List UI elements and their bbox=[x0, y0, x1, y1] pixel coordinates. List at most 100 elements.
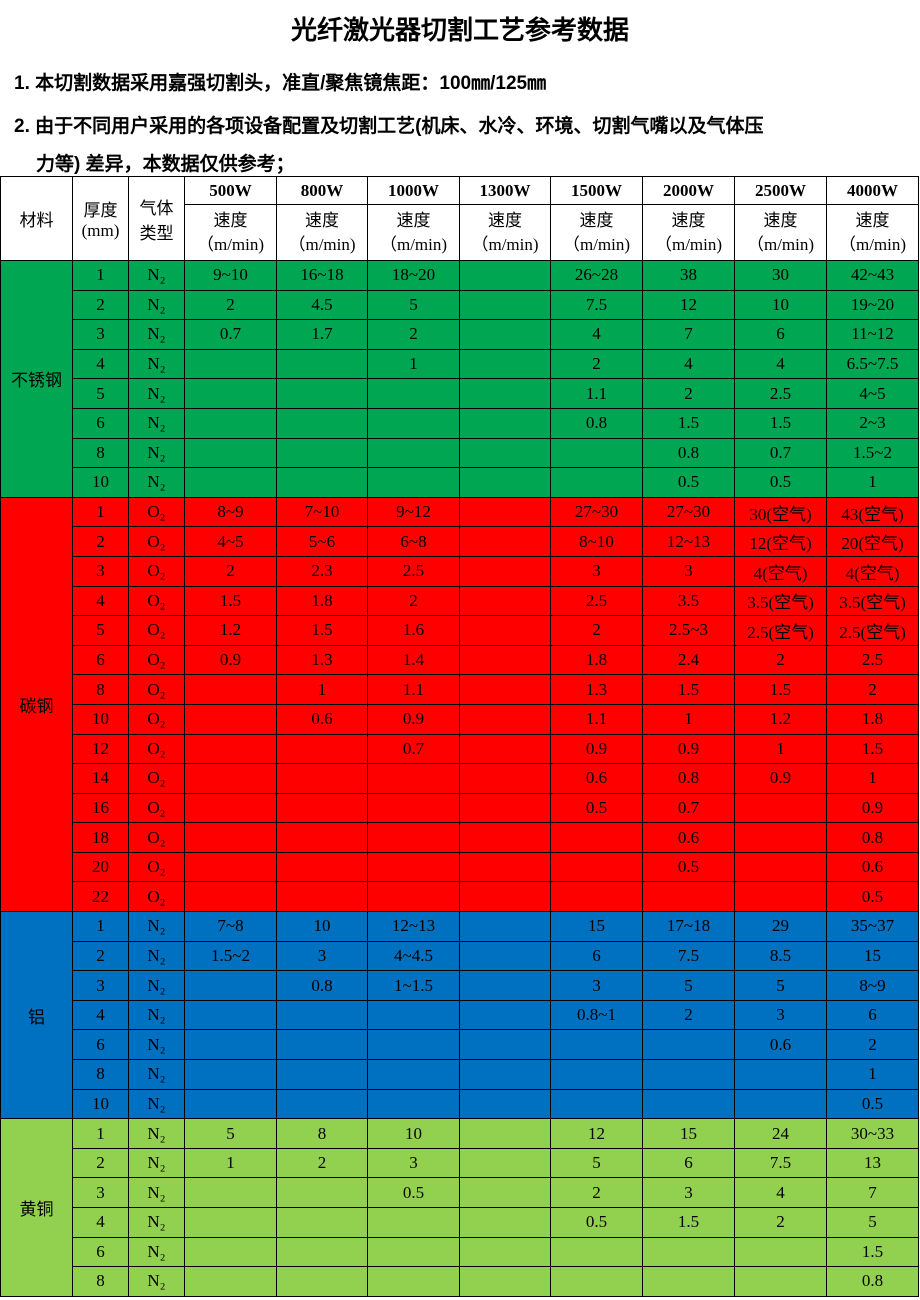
speed-cell bbox=[734, 1236, 827, 1268]
thickness-cell: 8 bbox=[72, 674, 129, 705]
speed-cell bbox=[184, 851, 277, 883]
table-row: 3 N₂ 0.7 1.7 2 4 7 6 11~12 bbox=[0, 319, 919, 350]
speed-cell bbox=[367, 378, 460, 409]
gas-cell: N₂ bbox=[128, 378, 185, 409]
gas-cell: O₂ bbox=[128, 555, 185, 587]
gas-cell: N₂ bbox=[128, 1236, 185, 1268]
speed-cell bbox=[734, 822, 827, 853]
thickness-cell: 2 bbox=[72, 1147, 129, 1179]
thickness-cell: 22 bbox=[72, 881, 129, 913]
speed-cell: 2~3 bbox=[826, 407, 919, 439]
speed-cell bbox=[184, 999, 277, 1031]
gas-cell: N₂ bbox=[128, 911, 185, 942]
note-2-line-2: 力等) 差异，本数据仅供参考； bbox=[36, 154, 295, 175]
speed-cell: 4 bbox=[642, 348, 735, 380]
thickness-cell: 10 bbox=[72, 703, 129, 735]
note-2: 2. 由于不同用户采用的各项设备配置及切割工艺(机床、水冷、环境、切割气嘴以及气… bbox=[14, 108, 914, 184]
speed-cell: 8.5 bbox=[734, 940, 827, 972]
gas-cell: N₂ bbox=[128, 1088, 185, 1120]
table-row: 6 N₂ 0.8 1.5 1.5 2~3 bbox=[0, 407, 919, 439]
speed-cell: 10 bbox=[734, 289, 827, 321]
speed-cell: 1 bbox=[826, 467, 919, 498]
thickness-cell: 1 bbox=[72, 911, 129, 942]
thickness-cell: 2 bbox=[72, 526, 129, 557]
speed-cell: 19~20 bbox=[826, 289, 919, 321]
speed-cell: 12 bbox=[550, 1118, 643, 1149]
thickness-cell: 3 bbox=[72, 319, 129, 350]
table-row: 不锈钢 1 N₂ 9~10 16~18 18~20 26~28 38 30 42~43 bbox=[0, 260, 919, 498]
speed-cell bbox=[734, 851, 827, 883]
speed-cell: 7~8 bbox=[184, 911, 277, 942]
thickness-cell: 2 bbox=[72, 940, 129, 972]
speed-cell bbox=[550, 437, 643, 469]
speed-cell bbox=[276, 378, 368, 409]
speed-label: 速度 bbox=[763, 210, 798, 230]
speed-cell: 0.5 bbox=[826, 881, 919, 913]
speed-label: 速度 bbox=[396, 210, 431, 230]
speed-cell: 0.6 bbox=[276, 703, 368, 735]
speed-cell: 1.2 bbox=[184, 615, 277, 646]
gas-cell: N₂ bbox=[128, 1147, 185, 1179]
table-row: 18 O₂ 0.6 0.8 bbox=[0, 822, 919, 853]
speed-cell: 0.8 bbox=[826, 822, 919, 853]
speed-unit: （m/min) bbox=[196, 234, 265, 254]
speed-cell: 12 bbox=[642, 289, 735, 321]
speed-cell: 1.5 bbox=[642, 407, 735, 439]
speed-cell: 10 bbox=[276, 911, 368, 942]
speed-cell: 7 bbox=[826, 1177, 919, 1208]
speed-cell: 0.7 bbox=[642, 792, 735, 824]
header-speed: 速度 （m/min) bbox=[184, 204, 277, 261]
header-speed: 速度 （m/min) bbox=[367, 204, 460, 261]
speed-cell: 0.6 bbox=[826, 851, 919, 883]
speed-cell: 4 bbox=[550, 319, 643, 350]
thickness-cell: 6 bbox=[72, 1236, 129, 1268]
speed-cell: 3.5 bbox=[642, 585, 735, 617]
speed-cell: 1 bbox=[184, 1147, 277, 1179]
gas-cell: O₂ bbox=[128, 615, 185, 646]
header-thickness: 厚度 (mm) bbox=[72, 176, 129, 261]
speed-cell: 12~13 bbox=[642, 526, 735, 557]
speed-cell bbox=[184, 792, 277, 824]
table-row: 4 N₂ 1 2 4 4 6.5~7.5 bbox=[0, 348, 919, 380]
speed-cell bbox=[734, 1088, 827, 1120]
speed-cell: 1.5 bbox=[642, 1207, 735, 1238]
speed-cell bbox=[459, 378, 551, 409]
speed-cell bbox=[276, 1088, 368, 1120]
speed-cell: 30~33 bbox=[826, 1118, 919, 1149]
note-1: 1. 本切割数据采用嘉强切割头，准直/聚焦镜焦距：100㎜/125㎜ bbox=[14, 73, 547, 94]
header-power-4000W: 4000W bbox=[826, 176, 919, 205]
speed-cell: 2.5~3 bbox=[642, 615, 735, 646]
material-cell: 黄铜 bbox=[0, 1118, 73, 1297]
speed-cell bbox=[459, 1236, 551, 1268]
thickness-cell: 5 bbox=[72, 615, 129, 646]
speed-cell: 38 bbox=[642, 260, 735, 291]
speed-cell: 2 bbox=[734, 644, 827, 676]
speed-cell bbox=[459, 1177, 551, 1208]
speed-cell: 0.9 bbox=[734, 763, 827, 794]
material-cell: 不锈钢 bbox=[0, 260, 73, 498]
speed-cell: 1.1 bbox=[550, 378, 643, 409]
gas-cell: O₂ bbox=[128, 526, 185, 557]
table-row: 10 N₂ 0.5 bbox=[0, 1088, 919, 1120]
speed-cell: 5~6 bbox=[276, 526, 368, 557]
speed-cell: 1.5 bbox=[826, 1236, 919, 1268]
thickness-cell: 4 bbox=[72, 999, 129, 1031]
speed-cell bbox=[459, 260, 551, 291]
speed-cell: 9~12 bbox=[367, 496, 460, 528]
speed-label: 速度 bbox=[855, 210, 890, 230]
speed-cell: 1.5 bbox=[826, 733, 919, 765]
speed-cell: 1.5 bbox=[734, 407, 827, 439]
speed-cell bbox=[550, 1236, 643, 1268]
speed-cell: 7.5 bbox=[734, 1147, 827, 1179]
speed-cell: 0.7 bbox=[184, 319, 277, 350]
speed-cell: 0.7 bbox=[734, 437, 827, 469]
gas-cell: N₂ bbox=[128, 260, 185, 291]
speed-cell: 2 bbox=[367, 585, 460, 617]
header-power-500W: 500W bbox=[184, 176, 277, 205]
speed-cell bbox=[550, 467, 643, 498]
speed-cell: 7.5 bbox=[550, 289, 643, 321]
table-row: 3 N₂ 0.8 1~1.5 3 5 5 8~9 bbox=[0, 970, 919, 1001]
speed-cell: 1 bbox=[367, 348, 460, 380]
thickness-cell: 4 bbox=[72, 585, 129, 617]
header-gas-label-2: 类型 bbox=[139, 223, 174, 243]
